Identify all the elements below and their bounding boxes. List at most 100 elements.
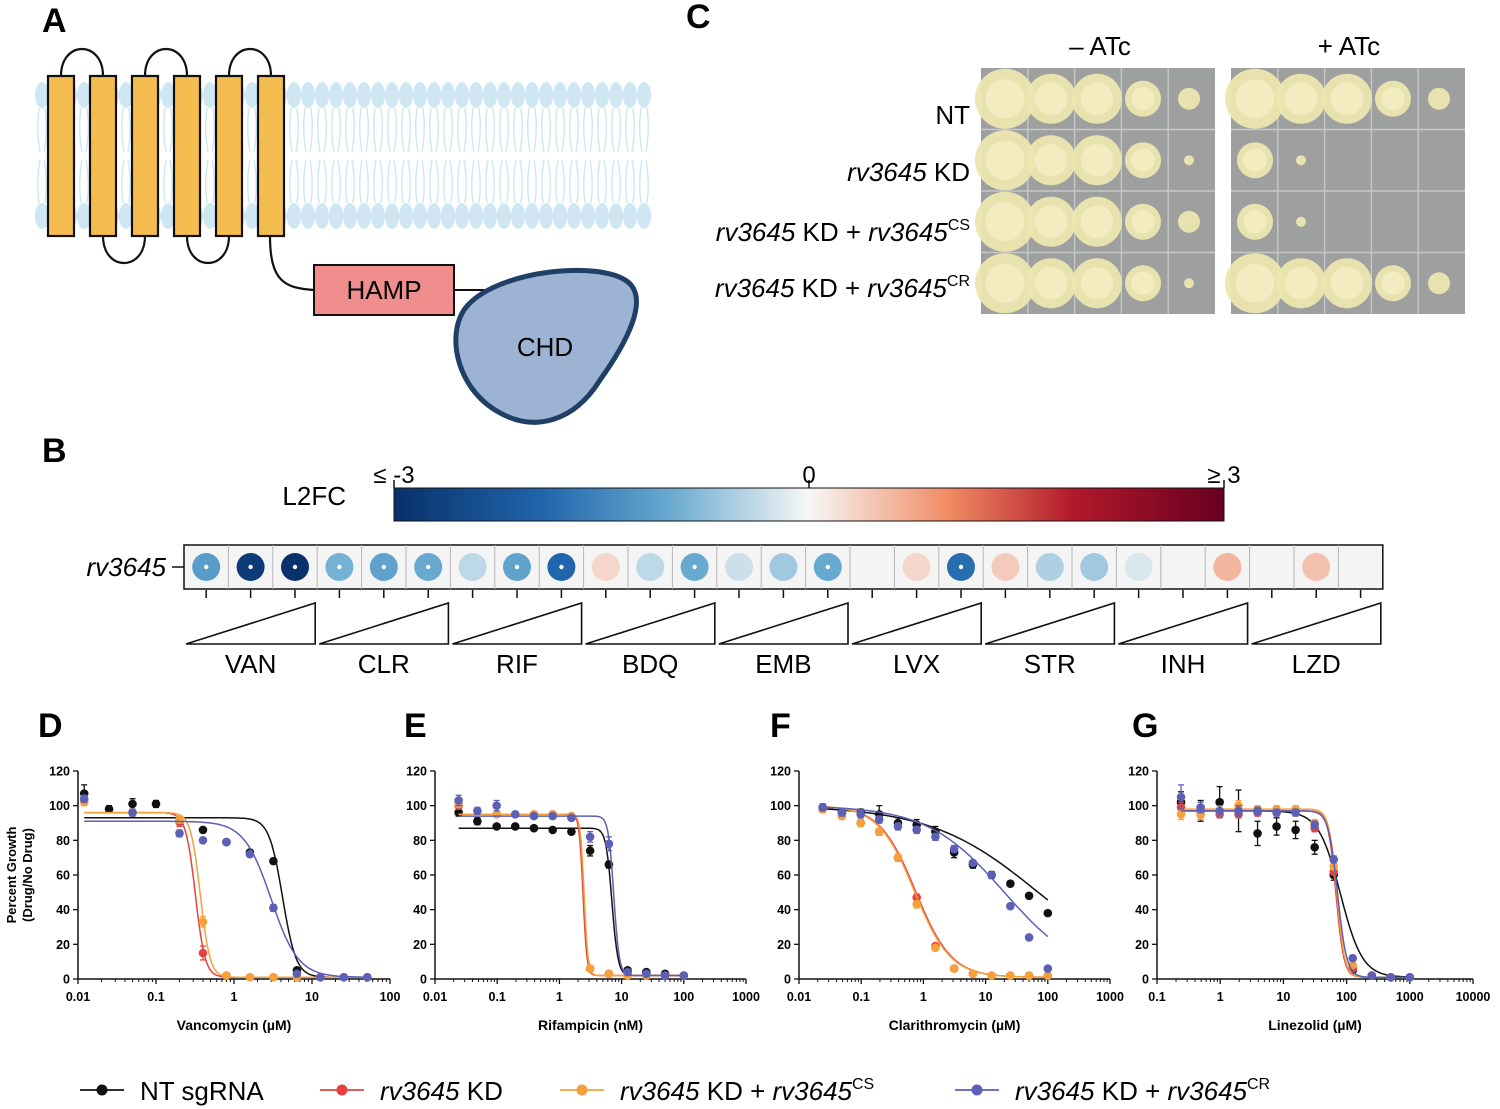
- colony-spot-center: [1131, 210, 1155, 234]
- lipid-tail: [345, 107, 355, 153]
- data-point: [198, 948, 208, 958]
- extracellular-loop: [59, 48, 105, 77]
- colony-spot-center: [1080, 267, 1114, 300]
- lipid-tail: [429, 159, 439, 204]
- drug-label-str: STR: [1024, 649, 1076, 679]
- lipid-tail: [611, 159, 621, 204]
- data-point: [1196, 803, 1205, 812]
- colony-spot-center: [1243, 148, 1267, 172]
- data-point: [1234, 806, 1243, 816]
- lipid-tail: [37, 159, 47, 204]
- fit-curve: [84, 811, 368, 979]
- data-point: [818, 803, 827, 812]
- chart-g: 0 20 40 60 80 100 120 0.1 1 10 100 1000 10000 Linezol…: [1128, 765, 1490, 1034]
- panel-label-e: E: [404, 707, 427, 745]
- data-point: [1367, 971, 1377, 980]
- significance-marker: [514, 564, 520, 570]
- drug-label-clr: CLR: [358, 649, 410, 679]
- colony-spot-center: [1235, 79, 1275, 119]
- y-tick-label: 120: [49, 765, 70, 779]
- colony-spot-center: [1330, 267, 1364, 300]
- significance-marker: [958, 564, 964, 570]
- chd-label: CHD: [517, 332, 573, 362]
- y-tick-label: 40: [413, 903, 427, 917]
- lipid-head-top: [385, 82, 399, 108]
- lipid-head-top: [35, 82, 49, 108]
- lipid-tail: [163, 107, 173, 153]
- y-tick-label: 80: [1135, 834, 1149, 848]
- plate-minus-atc: [975, 68, 1215, 314]
- lipid-head-top: [371, 82, 385, 108]
- data-point: [1405, 972, 1415, 982]
- data-point: [151, 799, 161, 809]
- series-nt: [454, 808, 689, 980]
- data-point: [269, 972, 278, 982]
- legend-label-2: rv3645 KD: [380, 1076, 503, 1106]
- lipid-tail: [345, 159, 355, 204]
- legend-marker: [576, 1084, 588, 1096]
- significance-marker: [204, 564, 209, 570]
- lipid-head-top: [581, 82, 595, 108]
- data-point: [1006, 901, 1015, 911]
- colorbar: [393, 487, 1225, 522]
- data-point: [949, 964, 959, 973]
- lipid-head-top: [357, 82, 371, 108]
- series-kd: [79, 796, 372, 982]
- data-point: [931, 943, 940, 953]
- lipid-tail: [457, 107, 467, 153]
- series-cr: [79, 794, 372, 982]
- data-point: [1215, 806, 1224, 816]
- lipid-head-bottom: [161, 203, 175, 229]
- data-point: [128, 808, 137, 817]
- colony-spot-center: [1330, 82, 1364, 115]
- y-tick-label: 0: [784, 973, 791, 987]
- heatmap-cell-dot: [725, 553, 753, 581]
- lipid-head-top: [399, 82, 413, 108]
- lipid-head-top: [609, 82, 623, 108]
- lipid-head-top: [119, 82, 133, 108]
- data-point: [1024, 891, 1034, 901]
- data-point: [567, 813, 576, 823]
- lipid-head-top: [525, 82, 539, 108]
- lipid-head-bottom: [455, 203, 469, 229]
- lipid-tail: [359, 159, 369, 204]
- data-point: [1386, 972, 1396, 982]
- lipid-tail: [317, 107, 327, 153]
- data-point: [269, 903, 278, 913]
- colony-spot-center: [1284, 82, 1318, 115]
- data-point: [604, 839, 614, 849]
- strain-label-3: rv3645 KD + rv3645CS: [716, 217, 970, 247]
- data-point: [1272, 822, 1281, 831]
- extracellular-loop: [227, 48, 273, 77]
- lipid-head-bottom: [413, 203, 427, 229]
- x-tick-label: 100: [380, 990, 401, 1004]
- lipid-head-bottom: [119, 203, 133, 229]
- legend-label-3: rv3645 KD + rv3645CS: [620, 1076, 874, 1106]
- lipid-head-bottom: [469, 203, 483, 229]
- strain-row-labels: NT rv3645 KD rv3645 KD + rv3645CS rv3645 KD…: [715, 100, 970, 303]
- lipid-tail: [513, 159, 523, 204]
- lipid-head-bottom: [371, 203, 385, 229]
- drug-label-lvx: LVX: [893, 649, 940, 679]
- lipid-tail: [205, 107, 215, 153]
- colony-spot-center: [1034, 205, 1068, 238]
- y-tick-label: 100: [406, 799, 427, 813]
- tm-helix-5: [214, 74, 244, 238]
- chd-domain-shape: [453, 267, 639, 425]
- x-tick-label: 1: [1217, 990, 1224, 1004]
- data-point: [585, 964, 595, 973]
- strain-label-1: NT: [935, 100, 970, 130]
- data-point: [245, 972, 255, 982]
- y-tick-label: 120: [406, 765, 427, 779]
- data-point: [585, 846, 595, 856]
- x-tick-label: 0.1: [147, 990, 164, 1004]
- lipid-head-bottom: [525, 203, 539, 229]
- data-point: [222, 837, 231, 847]
- colony-spot-center: [985, 263, 1025, 303]
- data-point: [987, 870, 996, 880]
- drug-label-inh: INH: [1161, 649, 1206, 679]
- y-tick-label: 60: [1135, 869, 1149, 883]
- heatmap-cell-dot: [1302, 553, 1331, 581]
- data-point: [316, 972, 325, 982]
- lipid-tail: [639, 159, 649, 204]
